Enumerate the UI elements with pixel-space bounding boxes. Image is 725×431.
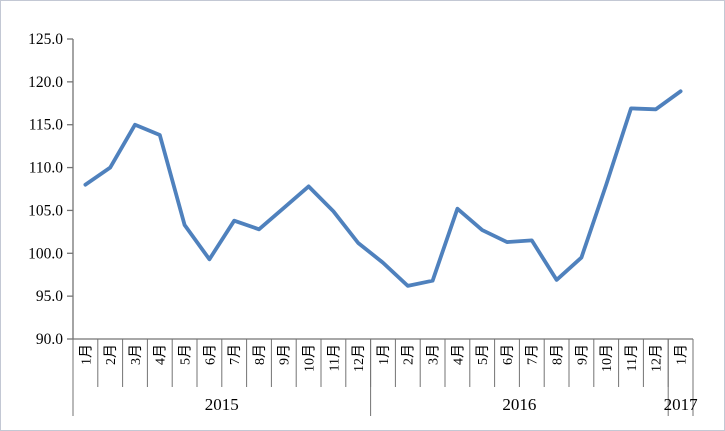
month-label: 7月: [227, 344, 243, 365]
month-label: 11月: [624, 344, 640, 371]
month-label: 2月: [103, 344, 119, 365]
y-axis-label: 95.0: [36, 288, 63, 305]
y-axis-label: 115.0: [29, 117, 64, 134]
month-label: 10月: [599, 344, 615, 372]
month-label: 6月: [202, 344, 218, 365]
month-label: 3月: [426, 344, 442, 365]
month-label: 12月: [649, 344, 665, 372]
month-label: 1月: [78, 344, 94, 365]
month-label: 8月: [550, 344, 566, 365]
month-label: 11月: [326, 344, 342, 371]
month-label: 5月: [475, 344, 491, 365]
month-label: 12月: [351, 344, 367, 372]
year-label: 2017: [664, 395, 699, 414]
month-label: 10月: [302, 344, 318, 372]
y-axis-label: 90.0: [36, 331, 63, 348]
y-axis-label: 125.0: [28, 31, 63, 48]
month-label: 9月: [277, 344, 293, 365]
year-label: 2016: [502, 395, 536, 414]
month-label: 1月: [674, 344, 690, 365]
month-label: 4月: [153, 344, 169, 365]
data-series-line: [83, 89, 683, 288]
month-label: 5月: [178, 344, 194, 365]
month-label: 8月: [252, 344, 268, 365]
y-axis-label: 110.0: [29, 160, 64, 177]
month-label: 1月: [376, 344, 392, 365]
y-axis-label: 100.0: [28, 245, 63, 262]
month-label: 6月: [500, 344, 516, 365]
month-label: 7月: [525, 344, 541, 365]
y-axis-label: 120.0: [28, 74, 63, 91]
y-axis-label: 105.0: [28, 202, 63, 219]
month-label: 9月: [574, 344, 590, 365]
year-label: 2015: [205, 395, 239, 414]
month-label: 4月: [450, 344, 466, 365]
month-label: 2月: [401, 344, 417, 365]
month-label: 3月: [128, 344, 144, 365]
